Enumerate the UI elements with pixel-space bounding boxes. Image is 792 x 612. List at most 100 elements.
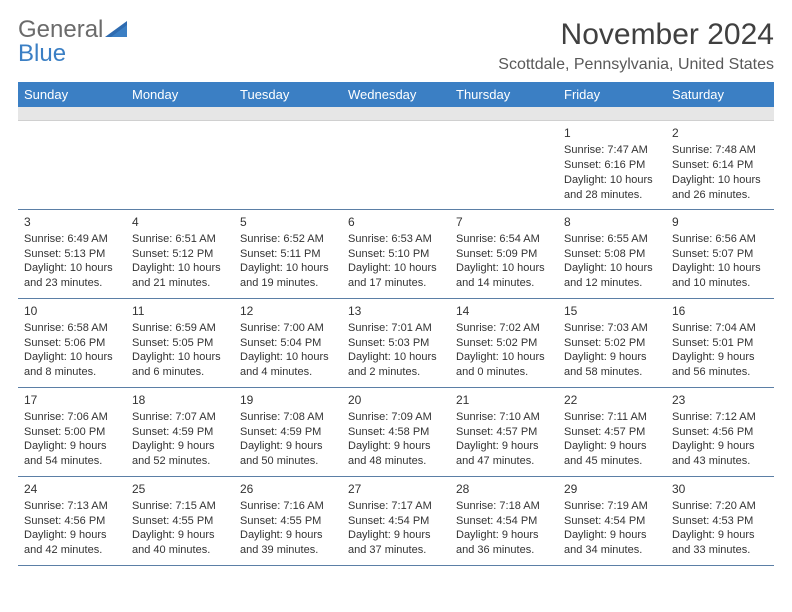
calendar-week: 10Sunrise: 6:58 AMSunset: 5:06 PMDayligh… <box>18 299 774 388</box>
day-d2: and 54 minutes. <box>24 454 120 469</box>
day-d2: and 52 minutes. <box>132 454 228 469</box>
day-ss: Sunset: 5:03 PM <box>348 336 444 351</box>
day-number: 11 <box>132 303 228 319</box>
day-d2: and 28 minutes. <box>564 188 660 203</box>
day-number: 18 <box>132 392 228 408</box>
day-number: 30 <box>672 481 768 497</box>
day-number: 20 <box>348 392 444 408</box>
day-ss: Sunset: 5:13 PM <box>24 247 120 262</box>
grey-strip <box>18 107 774 121</box>
day-ss: Sunset: 4:56 PM <box>24 514 120 529</box>
day-ss: Sunset: 4:57 PM <box>564 425 660 440</box>
day-ss: Sunset: 4:55 PM <box>132 514 228 529</box>
day-number: 16 <box>672 303 768 319</box>
day-ss: Sunset: 5:08 PM <box>564 247 660 262</box>
day-d2: and 26 minutes. <box>672 188 768 203</box>
day-d2: and 39 minutes. <box>240 543 336 558</box>
day-d2: and 10 minutes. <box>672 276 768 291</box>
day-d2: and 0 minutes. <box>456 365 552 380</box>
day-ss: Sunset: 4:56 PM <box>672 425 768 440</box>
day-sr: Sunrise: 7:13 AM <box>24 499 120 514</box>
day-sr: Sunrise: 7:15 AM <box>132 499 228 514</box>
day-d1: Daylight: 10 hours <box>132 350 228 365</box>
day-d1: Daylight: 9 hours <box>132 528 228 543</box>
day-d1: Daylight: 9 hours <box>564 350 660 365</box>
day-number: 23 <box>672 392 768 408</box>
day-number: 13 <box>348 303 444 319</box>
day-sr: Sunrise: 7:19 AM <box>564 499 660 514</box>
day-d1: Daylight: 10 hours <box>240 350 336 365</box>
day-sr: Sunrise: 7:03 AM <box>564 321 660 336</box>
dow-wednesday: Wednesday <box>342 82 450 107</box>
calendar-day: 27Sunrise: 7:17 AMSunset: 4:54 PMDayligh… <box>342 477 450 565</box>
day-number: 12 <box>240 303 336 319</box>
day-d1: Daylight: 10 hours <box>132 261 228 276</box>
calendar-day: 16Sunrise: 7:04 AMSunset: 5:01 PMDayligh… <box>666 299 774 387</box>
day-d2: and 23 minutes. <box>24 276 120 291</box>
logo-triangle-icon <box>105 19 131 42</box>
day-d1: Daylight: 10 hours <box>24 350 120 365</box>
day-d2: and 33 minutes. <box>672 543 768 558</box>
day-ss: Sunset: 4:59 PM <box>132 425 228 440</box>
day-d1: Daylight: 9 hours <box>24 439 120 454</box>
day-number: 1 <box>564 125 660 141</box>
calendar-day-empty <box>234 121 342 209</box>
day-d1: Daylight: 9 hours <box>456 528 552 543</box>
day-sr: Sunrise: 6:53 AM <box>348 232 444 247</box>
location: Scottdale, Pennsylvania, United States <box>498 56 774 74</box>
calendar-week: 3Sunrise: 6:49 AMSunset: 5:13 PMDaylight… <box>18 210 774 299</box>
dow-tuesday: Tuesday <box>234 82 342 107</box>
day-sr: Sunrise: 7:08 AM <box>240 410 336 425</box>
day-ss: Sunset: 5:04 PM <box>240 336 336 351</box>
day-d1: Daylight: 9 hours <box>456 439 552 454</box>
day-d2: and 47 minutes. <box>456 454 552 469</box>
day-d1: Daylight: 10 hours <box>564 173 660 188</box>
day-d1: Daylight: 9 hours <box>672 528 768 543</box>
day-number: 6 <box>348 214 444 230</box>
calendar-day: 6Sunrise: 6:53 AMSunset: 5:10 PMDaylight… <box>342 210 450 298</box>
day-number: 14 <box>456 303 552 319</box>
day-number: 5 <box>240 214 336 230</box>
calendar-day: 22Sunrise: 7:11 AMSunset: 4:57 PMDayligh… <box>558 388 666 476</box>
day-number: 19 <box>240 392 336 408</box>
day-sr: Sunrise: 7:07 AM <box>132 410 228 425</box>
calendar-day: 4Sunrise: 6:51 AMSunset: 5:12 PMDaylight… <box>126 210 234 298</box>
day-sr: Sunrise: 7:09 AM <box>348 410 444 425</box>
calendar-day: 10Sunrise: 6:58 AMSunset: 5:06 PMDayligh… <box>18 299 126 387</box>
day-sr: Sunrise: 6:52 AM <box>240 232 336 247</box>
day-d1: Daylight: 9 hours <box>564 528 660 543</box>
calendar-day: 19Sunrise: 7:08 AMSunset: 4:59 PMDayligh… <box>234 388 342 476</box>
calendar-week: 24Sunrise: 7:13 AMSunset: 4:56 PMDayligh… <box>18 477 774 566</box>
day-number: 29 <box>564 481 660 497</box>
day-sr: Sunrise: 6:56 AM <box>672 232 768 247</box>
day-d1: Daylight: 9 hours <box>672 350 768 365</box>
day-d1: Daylight: 9 hours <box>132 439 228 454</box>
day-d2: and 36 minutes. <box>456 543 552 558</box>
day-d2: and 42 minutes. <box>24 543 120 558</box>
dow-saturday: Saturday <box>666 82 774 107</box>
day-d2: and 4 minutes. <box>240 365 336 380</box>
day-number: 28 <box>456 481 552 497</box>
calendar-day: 17Sunrise: 7:06 AMSunset: 5:00 PMDayligh… <box>18 388 126 476</box>
day-d1: Daylight: 9 hours <box>24 528 120 543</box>
day-ss: Sunset: 5:02 PM <box>456 336 552 351</box>
dow-friday: Friday <box>558 82 666 107</box>
day-ss: Sunset: 4:58 PM <box>348 425 444 440</box>
day-d1: Daylight: 9 hours <box>348 528 444 543</box>
day-d2: and 56 minutes. <box>672 365 768 380</box>
day-d2: and 40 minutes. <box>132 543 228 558</box>
calendar-day: 12Sunrise: 7:00 AMSunset: 5:04 PMDayligh… <box>234 299 342 387</box>
dow-header: Sunday Monday Tuesday Wednesday Thursday… <box>18 82 774 107</box>
day-sr: Sunrise: 6:49 AM <box>24 232 120 247</box>
day-d1: Daylight: 10 hours <box>24 261 120 276</box>
calendar-day-empty <box>342 121 450 209</box>
day-d2: and 21 minutes. <box>132 276 228 291</box>
day-ss: Sunset: 4:57 PM <box>456 425 552 440</box>
day-sr: Sunrise: 6:51 AM <box>132 232 228 247</box>
day-sr: Sunrise: 7:20 AM <box>672 499 768 514</box>
title-block: November 2024 Scottdale, Pennsylvania, U… <box>498 18 774 74</box>
day-sr: Sunrise: 7:01 AM <box>348 321 444 336</box>
day-d2: and 34 minutes. <box>564 543 660 558</box>
day-sr: Sunrise: 7:48 AM <box>672 143 768 158</box>
day-d2: and 12 minutes. <box>564 276 660 291</box>
